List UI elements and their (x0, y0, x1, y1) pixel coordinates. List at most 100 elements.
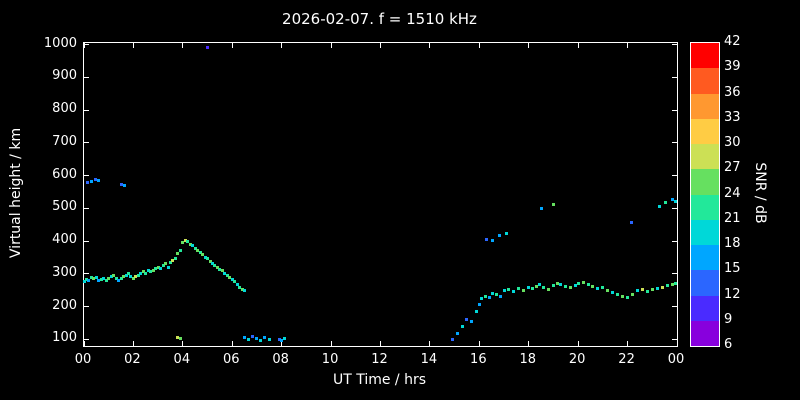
data-point (146, 268, 150, 272)
data-point (555, 281, 559, 285)
colorbar-band (691, 269, 719, 296)
colorbar-band (691, 320, 719, 346)
data-point (616, 292, 620, 296)
data-point (122, 275, 126, 279)
y-tick-label: 200 (52, 297, 77, 313)
data-point (475, 309, 479, 313)
data-point (596, 287, 600, 291)
data-point (280, 339, 284, 343)
data-point (159, 267, 163, 271)
data-point (670, 282, 674, 286)
data-point (498, 295, 502, 299)
x-tick (429, 341, 431, 346)
data-point (542, 286, 546, 290)
data-point (136, 273, 140, 277)
x-tick (330, 341, 332, 346)
data-point (164, 262, 168, 266)
x-tick-mirror (83, 43, 85, 48)
data-point (122, 184, 126, 188)
colorbar-tick-label: 24 (724, 185, 741, 201)
data-point (576, 282, 580, 286)
data-point (94, 276, 98, 280)
colorbar-band (691, 118, 719, 144)
y-tick-label: 500 (52, 199, 77, 215)
x-tick-mirror (182, 43, 184, 48)
y-tick-mirror (672, 76, 677, 78)
data-point (89, 275, 93, 279)
data-point (664, 201, 668, 205)
x-tick-mirror (478, 43, 480, 48)
data-point (470, 319, 474, 323)
data-point (215, 266, 219, 270)
x-tick (132, 341, 134, 346)
colorbar-tick-label: 12 (724, 286, 741, 302)
y-tick-label: 700 (52, 133, 77, 149)
data-point (512, 290, 516, 294)
data-point (188, 242, 192, 246)
data-point (99, 278, 103, 281)
data-point (206, 257, 210, 261)
data-point (92, 277, 96, 281)
colorbar-tick-label: 18 (724, 236, 741, 251)
data-point (465, 317, 469, 321)
x-tick-label: 06 (222, 352, 240, 367)
colorbar-tick-label: 27 (724, 160, 741, 176)
data-point (487, 296, 491, 300)
data-point (460, 324, 464, 328)
data-point (502, 289, 506, 293)
data-point (674, 281, 678, 285)
data-point (569, 286, 573, 290)
data-point (168, 260, 172, 264)
data-point (564, 284, 568, 288)
data-point (282, 336, 286, 340)
y-tick-label: 100 (52, 330, 77, 346)
data-point (206, 46, 210, 50)
x-tick-label: 00 (667, 352, 685, 367)
data-point (621, 294, 625, 298)
data-point (225, 273, 229, 277)
data-point (477, 303, 481, 307)
x-tick-mirror (627, 43, 629, 48)
data-point (131, 277, 135, 281)
x-tick-label: 14 (420, 352, 438, 367)
y-tick (84, 273, 89, 275)
y-tick (84, 306, 89, 308)
data-point (551, 283, 555, 287)
y-tick (84, 175, 89, 177)
colorbar-tick-label: 6 (724, 337, 733, 352)
x-tick-mirror (132, 43, 134, 48)
y-tick (84, 76, 89, 78)
y-tick-mirror (672, 338, 677, 340)
data-point (193, 246, 197, 250)
data-point (119, 183, 123, 186)
data-point (246, 337, 250, 341)
x-tick-mirror (281, 43, 283, 48)
y-tick-mirror (672, 44, 677, 46)
x-tick (577, 341, 579, 346)
data-point (173, 257, 177, 261)
data-point (606, 288, 610, 292)
data-point (109, 275, 113, 279)
data-point (210, 262, 214, 266)
chart-title: 2026-02-07. f = 1510 kHz (282, 10, 477, 28)
data-point (183, 239, 187, 243)
x-tick-label: 10 (321, 352, 339, 367)
x-tick (83, 341, 85, 346)
y-tick (84, 44, 89, 46)
x-tick (231, 341, 233, 346)
x-tick-label: 16 (470, 352, 487, 367)
data-point (497, 233, 501, 237)
colorbar (690, 42, 720, 347)
data-point (82, 279, 86, 283)
data-point (84, 278, 88, 281)
data-point (259, 338, 263, 342)
y-tick-label: 900 (52, 68, 77, 84)
x-tick-mirror (577, 43, 579, 48)
data-point (112, 273, 116, 277)
y-tick-mirror (672, 207, 677, 209)
data-point (134, 275, 138, 279)
data-point (223, 272, 227, 276)
data-point (208, 259, 212, 263)
data-point (141, 270, 145, 274)
data-point (670, 197, 674, 201)
